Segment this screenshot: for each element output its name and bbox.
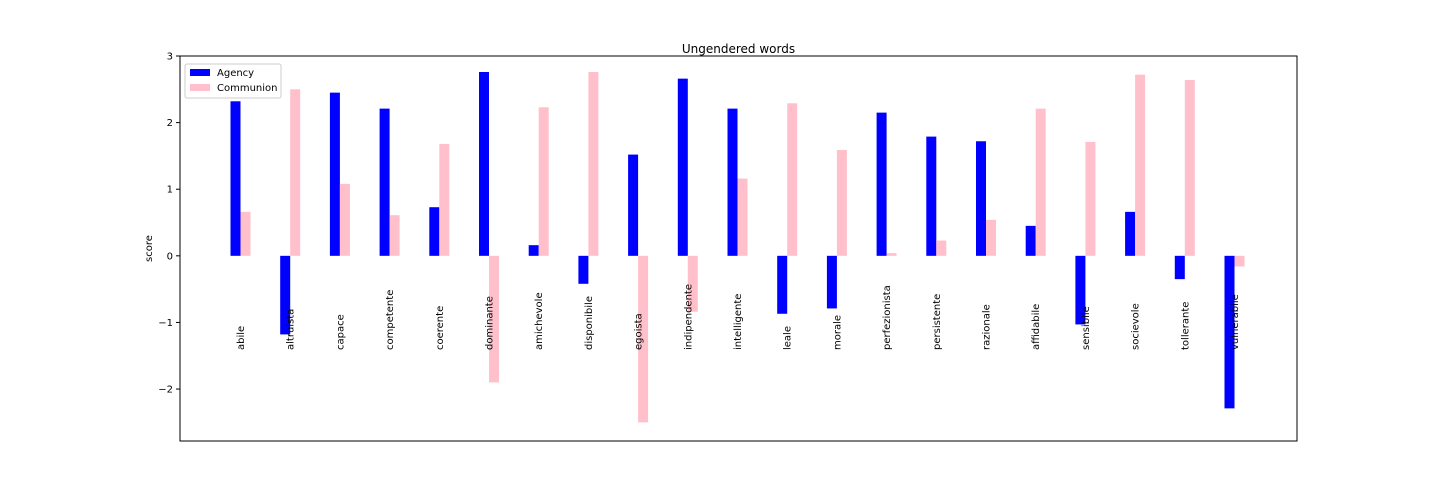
bar-agency-abile [230,101,241,256]
bar-communion-capace [339,183,350,256]
x-tick-labels: abile altruista capace competente coerente do… [236,284,1241,350]
x-tick-label: capace [335,314,346,350]
y-tick-label: 3 [167,52,173,63]
bar-agency-competente [379,108,390,256]
bar-communion-coerente [439,143,450,256]
bar-communion-indipendente [687,255,698,312]
bar-communion-competente [389,215,400,256]
legend-swatch-agency [190,69,210,76]
bar-agency-disponibile [578,255,589,284]
x-tick-label: amichevole [534,292,545,350]
bar-agency-leale [777,255,788,314]
bar-communion-morale [836,149,847,256]
y-tick-label: −1 [158,318,173,329]
y-axis-ticks: 3 2 1 0 −1 −2 [158,52,180,396]
bar-agency-razionale [976,141,986,256]
bar-agency-perfezionista [876,112,887,256]
bar-agency-tollerante [1174,255,1185,280]
x-tick-label: abile [236,326,247,350]
bar-agency-vulnerabile [1224,255,1235,409]
y-tick-label: 1 [167,185,173,196]
bar-agency-egoista [628,154,639,256]
x-tick-label: sensibile [1081,306,1092,350]
bar-communion-sensibile [1085,141,1096,256]
y-axis-label: score [144,235,155,262]
bar-communion-tollerante [1184,79,1195,256]
legend-label-agency: Agency [217,68,254,79]
y-tick-label: 2 [167,118,173,129]
x-tick-label: leale [783,326,794,350]
x-tick-label: perfezionista [882,285,893,350]
bar-communion-affidabile [1035,108,1046,256]
y-tick-label: 0 [167,251,173,262]
bar-communion-vulnerabile [1234,255,1245,267]
x-tick-label: intelligente [733,294,744,350]
x-tick-label: razionale [982,304,993,350]
x-tick-label: altruista [286,309,297,350]
bar-agency-capace [329,92,340,256]
bar-communion-dominante [489,255,499,383]
bar-communion-socievole [1135,74,1146,256]
bar-agency-intelligente [727,108,738,256]
bar-agency-morale [826,255,837,309]
bar-communion-leale [787,103,798,256]
bar-communion-perfezionista [886,253,897,256]
y-tick-label: −2 [158,385,173,396]
x-tick-label: tollerante [1180,302,1191,350]
bar-communion-persistente [936,240,947,256]
bar-communion-altruista [290,89,301,256]
bar-agency-affidabile [1025,225,1036,256]
x-tick-label: disponibile [584,296,595,350]
bar-agency-amichevole [528,245,539,256]
x-tick-label: dominante [485,296,496,350]
x-tick-label: affidabile [1031,304,1042,350]
x-tick-label: indipendente [683,284,694,350]
bar-agency-socievole [1125,211,1136,256]
legend: Agency Communion [184,63,282,99]
bar-agency-dominante [479,71,489,256]
bar-agency-altruista [280,255,291,335]
x-tick-label: egoista [634,313,645,350]
bar-agency-coerente [429,207,440,256]
bar-communion-razionale [986,219,996,256]
x-tick-label: vulnerabile [1230,294,1241,350]
plot-frame [179,55,1298,442]
x-tick-label: morale [832,315,843,350]
x-tick-label: socievole [1131,303,1142,350]
bar-agency-persistente [926,136,937,256]
x-tick-label: persistente [932,294,943,350]
bar-communion-egoista [638,255,649,423]
x-tick-label: competente [385,290,396,350]
bar-communion-intelligente [737,178,748,256]
bars [230,71,1245,423]
x-tick-label: coerente [435,306,446,350]
bar-communion-abile [240,211,251,256]
bar-agency-indipendente [677,78,688,256]
bar-communion-disponibile [588,71,599,256]
legend-label-communion: Communion [217,83,278,94]
bar-agency-sensibile [1075,255,1086,325]
chart-title: Ungendered words [682,42,795,56]
bar-communion-amichevole [538,107,549,256]
legend-swatch-communion [190,84,210,91]
